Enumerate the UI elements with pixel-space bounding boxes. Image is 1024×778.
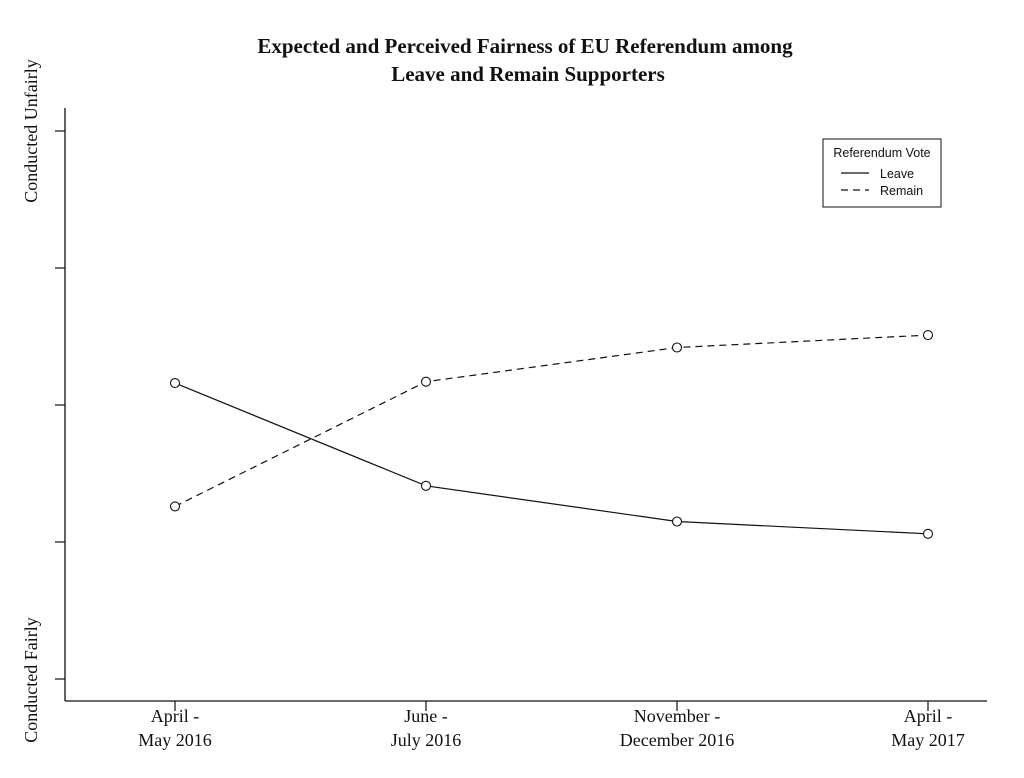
x-tick-label-2-line-0: November - (634, 706, 720, 726)
legend: Referendum Vote Leave Remain (822, 138, 942, 208)
x-tick-label-3: April - May 2017 (891, 706, 965, 750)
x-tick-label-2-line-1: December 2016 (620, 730, 734, 750)
x-tick-label-2: November - December 2016 (620, 706, 734, 750)
y-axis-bottom-label: Conducted Fairly (21, 617, 41, 742)
chart-title-line-2: Leave and Remain Supporters (391, 62, 665, 86)
legend-label-remain: Remain (880, 184, 923, 198)
chart-title: Expected and Perceived Fairness of EU Re… (257, 34, 793, 86)
x-tick-label-1-line-0: June - (404, 706, 448, 726)
x-tick-label-3-line-1: May 2017 (891, 730, 965, 750)
y-axis-ticks (55, 130, 65, 680)
y-axis-top-label: Conducted Unfairly (21, 59, 41, 202)
x-tick-label-1-line-1: July 2016 (391, 730, 462, 750)
point-remain-2 (671, 342, 683, 353)
point-remain-0 (169, 501, 181, 512)
x-tick-label-0-line-0: April - (151, 706, 200, 726)
point-remain-1 (420, 376, 432, 387)
series-line-leave (174, 382, 929, 535)
series-remain (169, 330, 934, 512)
x-tick-label-0-line-1: May 2016 (138, 730, 212, 750)
x-tick-label-1: June - July 2016 (391, 706, 462, 750)
point-leave-1 (420, 480, 432, 491)
x-tick-label-3-line-0: April - (904, 706, 953, 726)
series-leave (169, 378, 934, 539)
x-tick-label-0: April - May 2016 (138, 706, 212, 750)
x-axis-ticks (174, 701, 929, 711)
series-line-remain (174, 334, 929, 507)
point-leave-2 (671, 516, 683, 527)
point-leave-0 (169, 378, 181, 389)
x-axis-tick-labels: April - May 2016 June - July 2016 November -… (138, 706, 965, 750)
legend-title: Referendum Vote (833, 146, 930, 160)
series-layer (169, 330, 934, 539)
point-leave-3 (922, 528, 934, 539)
point-remain-3 (922, 330, 934, 341)
chart-title-line-1: Expected and Perceived Fairness of EU Re… (257, 34, 793, 58)
legend-label-leave: Leave (880, 167, 914, 181)
